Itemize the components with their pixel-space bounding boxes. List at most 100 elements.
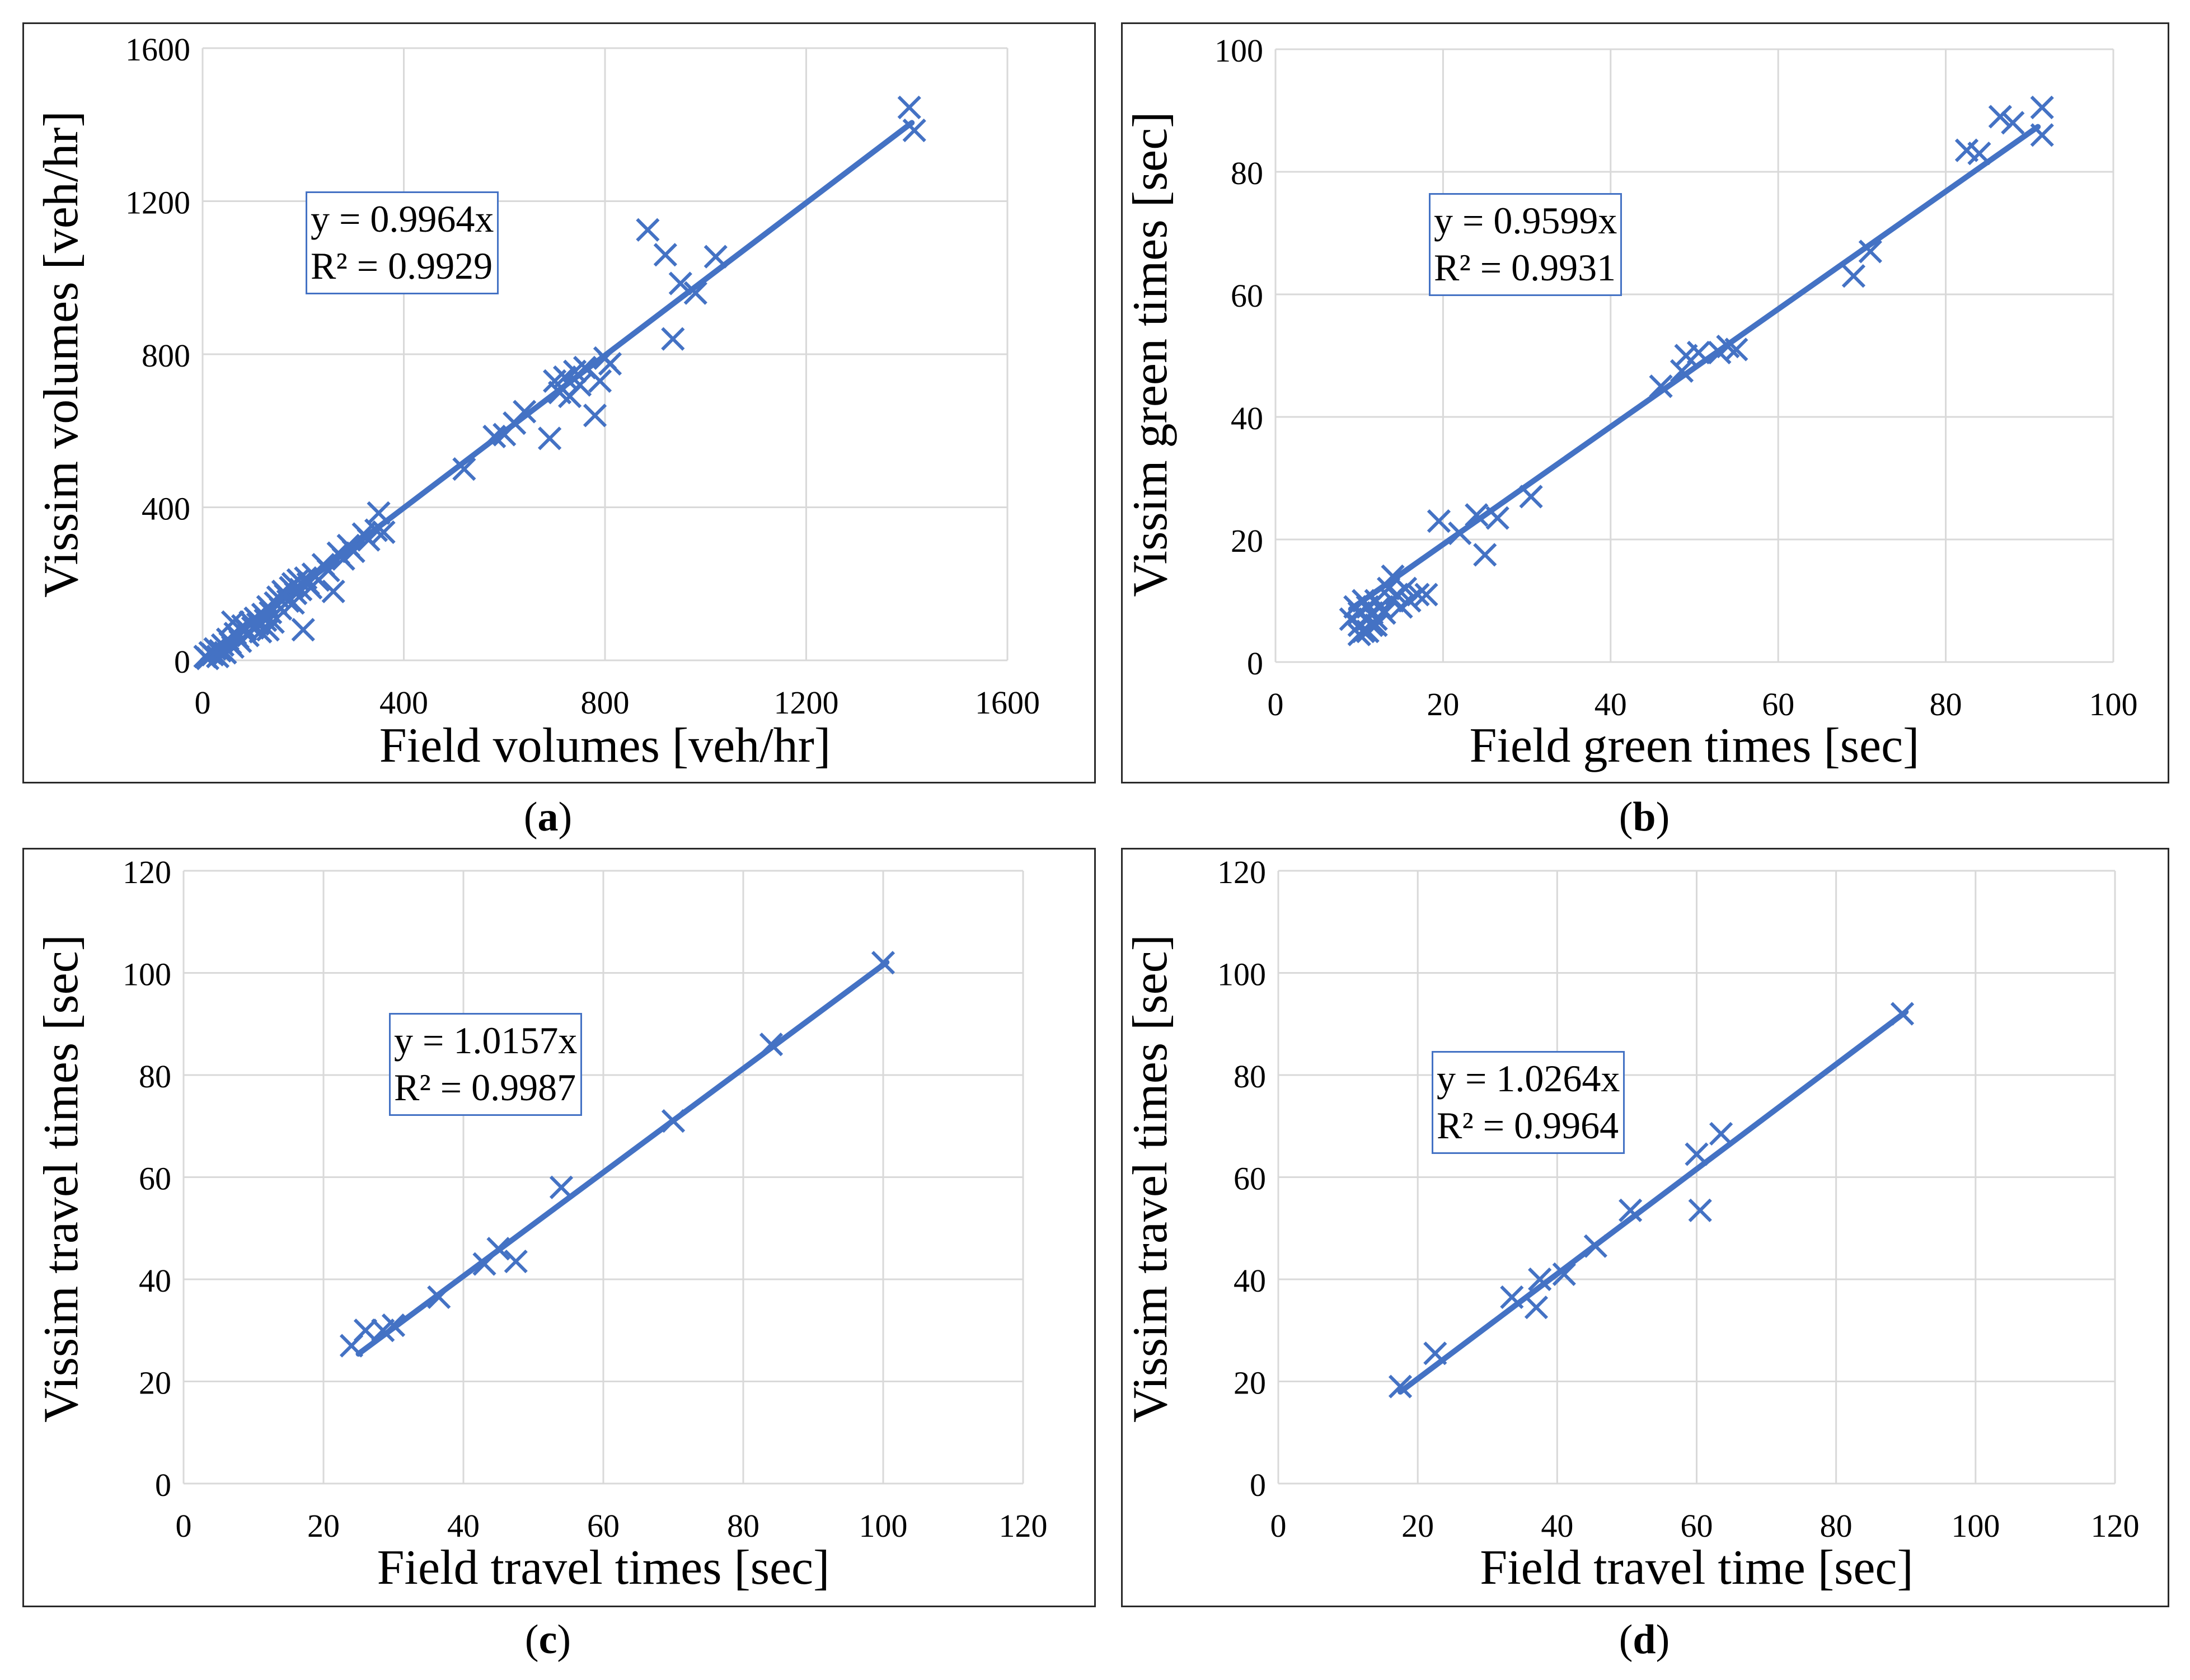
data-point (653, 243, 677, 267)
x-tick-label: 40 (447, 1508, 480, 1544)
data-point (1519, 485, 1543, 509)
data-point (256, 618, 280, 642)
data-point (2001, 111, 2025, 135)
caption-c: (c) (524, 1617, 571, 1663)
y-axis-title: Vissim volumes [veh/hr] (34, 111, 88, 598)
data-point (583, 403, 607, 428)
trendline-equation-b: y = 0.9599x (1434, 199, 1617, 242)
data-point (598, 351, 622, 376)
x-tick-label: 120 (999, 1508, 1048, 1544)
data-point (1528, 1267, 1552, 1292)
y-tick-label: 80 (139, 1058, 171, 1095)
y-tick-label: 0 (1247, 645, 1263, 682)
y-tick-label: 20 (1234, 1365, 1266, 1401)
chart-panel-a: 0 400 800 1200 1600 0 400 800 1200 1600 Field volu… (22, 22, 1096, 783)
data-points-a (193, 95, 926, 670)
equation-box-a: y = 0.9964x R² = 0.9929 (306, 191, 499, 294)
x-tick-label: 0 (176, 1508, 192, 1544)
y-tick-label: 400 (142, 491, 190, 527)
x-axis-title: Field travel times [sec] (377, 1541, 830, 1595)
caption-a: (a) (523, 794, 573, 840)
data-point (331, 547, 355, 571)
y-tick-label: 800 (142, 337, 190, 374)
data-point (1686, 340, 1711, 365)
y-tick-label: 100 (123, 956, 171, 993)
data-point (1649, 374, 1673, 398)
chart-panel-c: 0 20 40 60 80 100 120 0 20 40 60 80 100 120 Field trav… (22, 848, 1096, 1607)
y-tick-label: 0 (1250, 1467, 1266, 1503)
x-tick-label: 40 (1541, 1508, 1573, 1544)
x-tick-label: 80 (1820, 1508, 1853, 1544)
data-point (367, 501, 391, 525)
x-axis-title: Field volumes [veh/hr] (379, 719, 831, 773)
data-point (372, 520, 396, 545)
data-point (504, 1249, 528, 1274)
data-point (1524, 1296, 1549, 1320)
x-tick-label: 100 (859, 1508, 908, 1544)
data-point (1988, 105, 2013, 129)
data-point (1388, 1374, 1413, 1399)
caption-b: (b) (1619, 794, 1670, 840)
gridlines-b (1274, 48, 2114, 663)
data-point (1890, 1002, 1915, 1026)
data-point (2030, 95, 2054, 120)
data-point (1552, 1262, 1576, 1286)
y-tick-label: 100 (1217, 956, 1266, 993)
data-point (1841, 264, 1866, 288)
data-points-b (1339, 95, 2054, 646)
y-tick-label: 80 (1234, 1058, 1266, 1095)
data-point (549, 1175, 574, 1199)
x-tick-label: 60 (587, 1508, 620, 1544)
x-tick-label: 80 (727, 1508, 759, 1544)
y-tick-label: 60 (1234, 1161, 1266, 1197)
data-point (353, 1318, 378, 1343)
x-tick-label: 400 (379, 684, 428, 721)
data-point (902, 118, 926, 143)
data-point (1465, 503, 1489, 527)
x-tick-label: 1600 (975, 684, 1040, 721)
x-tick-label: 0 (1268, 686, 1284, 722)
y-axis-title: Vissim travel times [sec] (1123, 935, 1178, 1423)
data-point (661, 1109, 686, 1133)
x-tick-label: 0 (195, 684, 211, 721)
scatter-plot-a: 0 400 800 1200 1600 0 400 800 1200 1600 Field volu… (34, 31, 1040, 773)
trendline (1398, 1009, 1909, 1395)
y-axis-title: Vissim travel times [sec] (34, 935, 88, 1423)
data-point (683, 281, 707, 305)
data-point (1414, 583, 1438, 607)
chart-panel-d: 0 20 40 60 80 100 120 0 20 40 60 80 100 120 Field trav… (1121, 848, 2169, 1607)
y-tick-label: 1600 (125, 31, 190, 68)
y-tick-label: 0 (174, 644, 190, 680)
data-point (281, 591, 305, 615)
data-point (1406, 583, 1430, 607)
data-point (538, 426, 562, 450)
equation-box-c: y = 1.0157x R² = 0.9987 (389, 1013, 583, 1116)
gridlines-c (182, 870, 1024, 1485)
r-squared-c: R² = 0.9987 (394, 1066, 576, 1109)
scatter-plot-c: 0 20 40 60 80 100 120 0 20 40 60 80 100 120 Field trav… (34, 854, 1048, 1595)
data-point (1347, 622, 1371, 646)
x-tick-label: 20 (307, 1508, 340, 1544)
y-tick-label: 60 (1231, 278, 1263, 314)
data-points-d (1388, 1002, 1915, 1399)
y-tick-label: 100 (1214, 32, 1263, 69)
chart-panel-b: 0 20 40 60 80 100 0 20 40 60 80 100 Field green time… (1121, 22, 2169, 783)
data-point (1473, 543, 1497, 567)
x-tick-label: 60 (1681, 1508, 1713, 1544)
data-point (316, 559, 340, 583)
data-point (427, 1285, 451, 1310)
x-tick-label: 40 (1595, 686, 1627, 722)
y-tick-label: 80 (1231, 155, 1263, 191)
data-point (1858, 240, 1882, 264)
y-tick-label: 1200 (125, 185, 190, 221)
data-point (1485, 506, 1509, 530)
y-tick-label: 40 (139, 1263, 171, 1299)
data-point (1423, 1341, 1447, 1365)
r-squared-b: R² = 0.9931 (1434, 246, 1616, 289)
y-tick-label: 0 (155, 1467, 171, 1503)
trendline-equation-c: y = 1.0157x (394, 1019, 578, 1062)
data-point (704, 245, 728, 269)
data-point (588, 369, 612, 393)
data-point (1967, 142, 1991, 166)
y-axis-title: Vissim green times [sec] (1123, 111, 1178, 597)
